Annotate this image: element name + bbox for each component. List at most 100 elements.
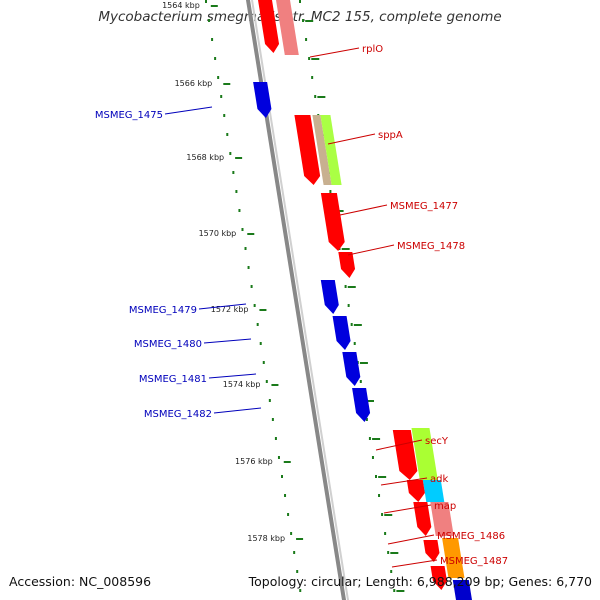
tick-label: 1572 kbp — [211, 305, 249, 314]
inner-dotted-lane — [211, 38, 214, 41]
inner-dotted-lane — [217, 76, 220, 79]
outer-dotted-lane — [378, 494, 381, 497]
minor-tick — [317, 96, 326, 98]
forward-leader-line — [375, 439, 423, 451]
gene-context-rplO — [276, 0, 299, 55]
reverse-gene-MSMEG_1482 — [352, 388, 371, 422]
inner-dotted-lane — [274, 437, 277, 440]
tick-label: 1578 kbp — [247, 534, 285, 543]
outer-dotted-lane — [350, 323, 353, 326]
outer-dotted-lane — [375, 475, 377, 478]
reverse-leader-line — [164, 106, 213, 115]
forward-leader-line — [387, 534, 435, 545]
minor-tick — [359, 362, 368, 364]
inner-dotted-lane — [268, 399, 271, 402]
reverse-gene-MSMEG_1480 — [332, 316, 351, 350]
outer-dotted-lane — [368, 437, 371, 440]
forward-gene-rplO — [258, 0, 280, 53]
minor-tick — [347, 286, 356, 288]
forward-leader-line — [383, 504, 432, 514]
inner-dotted-lane — [238, 209, 241, 212]
inner-dotted-lane — [223, 114, 226, 117]
reverse-leader-line — [203, 338, 252, 344]
inner-dotted-lane — [262, 361, 265, 364]
outer-dotted-lane — [344, 285, 347, 288]
inner-dotted-lane — [205, 0, 207, 3]
outer-dotted-lane — [314, 95, 317, 98]
outer-dotted-lane — [347, 304, 350, 307]
inner-dotted-lane — [247, 266, 250, 269]
inner-dotted-lane — [220, 95, 223, 98]
minor-tick — [366, 400, 374, 402]
outer-dotted-lane — [353, 342, 356, 345]
forward-gene-MSMEG_1477 — [320, 193, 345, 251]
reverse-gene-MSMEG_1475 — [253, 82, 272, 118]
forward-leader-line — [391, 559, 438, 568]
outer-dotted-lane — [384, 532, 387, 535]
outer-dotted-lane — [299, 0, 301, 3]
reverse-gene-MSMEG_1479 — [320, 280, 339, 314]
minor-tick — [390, 552, 399, 554]
forward-gene-label: sppA — [378, 130, 403, 141]
outer-dotted-lane — [393, 589, 396, 592]
outer-dotted-lane — [365, 418, 368, 421]
inner-dotted-lane — [284, 494, 287, 497]
forward-gene-label: adk — [430, 474, 448, 485]
inner-dotted-lane — [253, 304, 256, 307]
inner-dotted-lane — [259, 342, 262, 345]
reverse-gene-label: MSMEG_1475 — [95, 110, 163, 121]
gene-context-MSMEG_1487 — [452, 580, 472, 600]
outer-dotted-lane — [302, 19, 305, 22]
forward-gene-label: rplO — [362, 44, 383, 55]
forward-gene-sppA — [294, 115, 321, 185]
inner-dotted-lane — [250, 285, 253, 288]
inner-dotted-lane — [287, 513, 290, 516]
minor-tick — [378, 476, 387, 478]
minor-tick — [341, 248, 350, 250]
minor-tick — [305, 20, 314, 22]
inner-dotted-lane — [241, 228, 244, 231]
outer-dotted-lane — [311, 76, 314, 79]
minor-tick — [353, 324, 362, 326]
reverse-leader-line — [198, 303, 247, 310]
major-tick — [235, 157, 243, 159]
forward-leader-line — [347, 244, 395, 256]
minor-tick — [396, 590, 405, 592]
reverse-leader-line — [208, 373, 257, 379]
forward-gene-MSMEG_1478 — [338, 252, 356, 278]
inner-dotted-lane — [235, 190, 238, 193]
gene-context-adk — [422, 480, 445, 502]
gene-context-sppA-2 — [320, 115, 342, 185]
forward-gene-label: map — [434, 501, 456, 512]
genome-summary-text: Topology: circular; Length: 6,988,209 bp… — [248, 574, 592, 589]
inner-dotted-lane — [271, 418, 274, 421]
inner-dotted-lane — [226, 133, 229, 136]
major-tick — [210, 5, 218, 7]
forward-leader-line — [380, 477, 428, 486]
major-tick — [271, 384, 279, 386]
outer-dotted-lane — [359, 380, 362, 383]
gene-context-MSMEG_1486 — [442, 538, 465, 578]
tick-label: 1570 kbp — [199, 229, 237, 238]
forward-leader-line — [339, 204, 388, 216]
forward-gene-map — [413, 502, 432, 536]
tick-label: 1574 kbp — [223, 380, 261, 389]
accession-text: Accession: NC_008596 — [9, 574, 152, 589]
gene-context-sppA-1 — [312, 115, 332, 185]
tick-label: 1564 kbp — [162, 1, 200, 10]
forward-gene-label: MSMEG_1486 — [437, 531, 505, 542]
inner-dotted-lane — [277, 456, 280, 459]
outer-dotted-lane — [371, 456, 374, 459]
forward-gene-label: MSMEG_1477 — [390, 201, 458, 212]
reverse-gene-label: MSMEG_1480 — [134, 339, 202, 350]
forward-leader-line — [309, 47, 360, 58]
inner-dotted-lane — [256, 323, 259, 326]
outer-dotted-lane — [390, 570, 393, 573]
inner-dotted-lane — [296, 570, 299, 573]
forward-gene-adk — [406, 480, 425, 502]
forward-gene-MSMEG_1487 — [430, 566, 447, 590]
outer-dotted-lane — [308, 57, 311, 60]
tick-label: 1576 kbp — [235, 457, 273, 466]
major-tick — [247, 233, 255, 235]
